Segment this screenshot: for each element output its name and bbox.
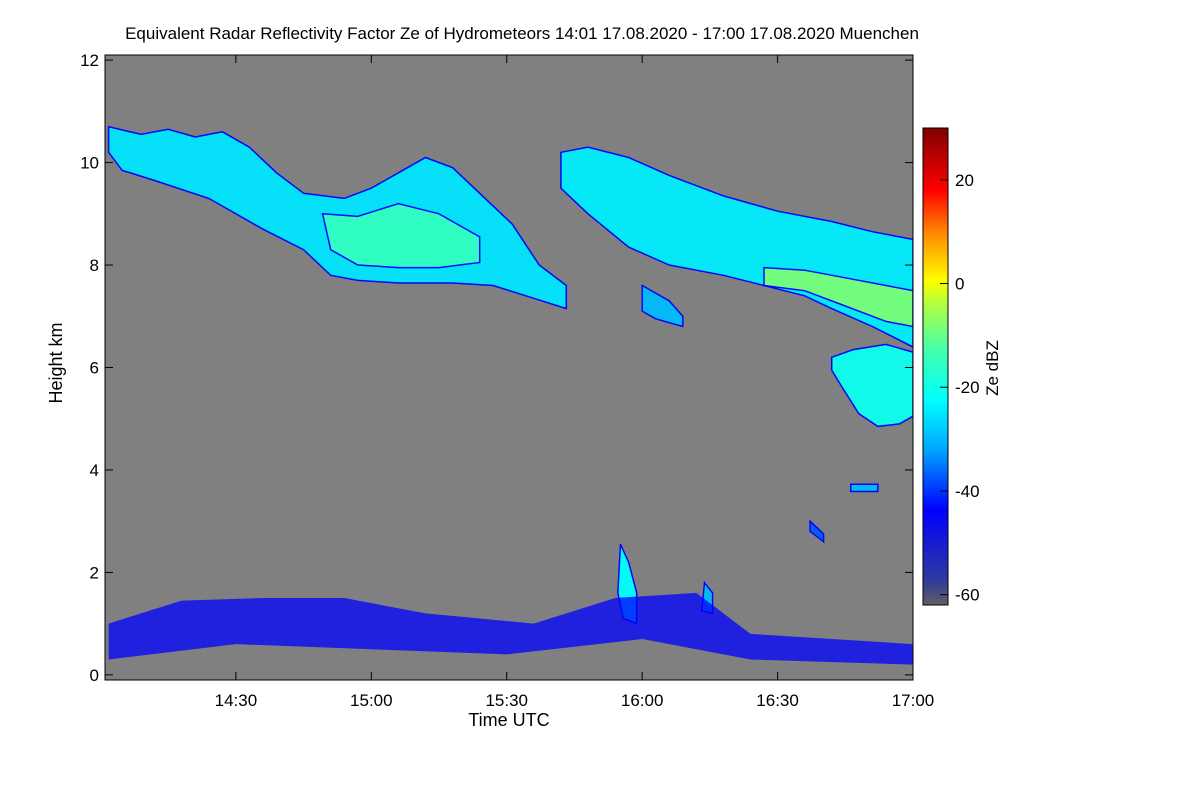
x-tick-label: 16:30: [756, 691, 799, 710]
x-tick-label: 15:00: [350, 691, 393, 710]
echo-features: [107, 125, 913, 665]
y-tick-label: 10: [80, 154, 99, 173]
y-tick-label: 0: [90, 666, 99, 685]
echo-upper-cirrus-band-west-core: [321, 202, 481, 269]
x-tick-label: 14:30: [215, 691, 258, 710]
y-tick-label: 2: [90, 563, 99, 582]
echo-boundary-layer-clutter: [108, 592, 913, 665]
colorbar: [922, 127, 949, 606]
colorbar-tick-label: 0: [955, 275, 964, 294]
echo-small-echo-2.9km: [809, 519, 825, 544]
echo-fallstreak-lobe: [641, 284, 684, 328]
colorbar-label: Ze dBZ: [983, 340, 1002, 396]
x-tick-label: 15:30: [485, 691, 528, 710]
colorbar-tick-label: -20: [955, 378, 980, 397]
y-tick-label: 12: [80, 51, 99, 70]
y-tick-label: 6: [90, 359, 99, 378]
colorbar-tick-label: -40: [955, 482, 980, 501]
echo-upper-cirrus-band-east-core: [763, 266, 913, 328]
colorbar-tick-label: -60: [955, 586, 980, 605]
y-axis: 0 2 4 6 8 10 12: [80, 51, 913, 685]
chart-title: Equivalent Radar Reflectivity Factor Ze …: [125, 24, 919, 43]
echo-small-echo-3.6km: [849, 483, 879, 493]
y-axis-label: Height km: [46, 322, 66, 403]
x-tick-label: 17:00: [892, 691, 935, 710]
colorbar-tick-label: 20: [955, 171, 974, 190]
x-axis: 14:30 15:00 15:30 16:00 16:30 17:00: [215, 55, 935, 710]
x-tick-label: 16:00: [621, 691, 664, 710]
y-tick-label: 8: [90, 256, 99, 275]
colorbar-axis: 20 0 -20 -40 -60: [940, 171, 980, 605]
y-tick-label: 4: [90, 461, 99, 480]
echo-mid-level-cell: [830, 343, 913, 428]
x-axis-label: Time UTC: [468, 710, 549, 730]
